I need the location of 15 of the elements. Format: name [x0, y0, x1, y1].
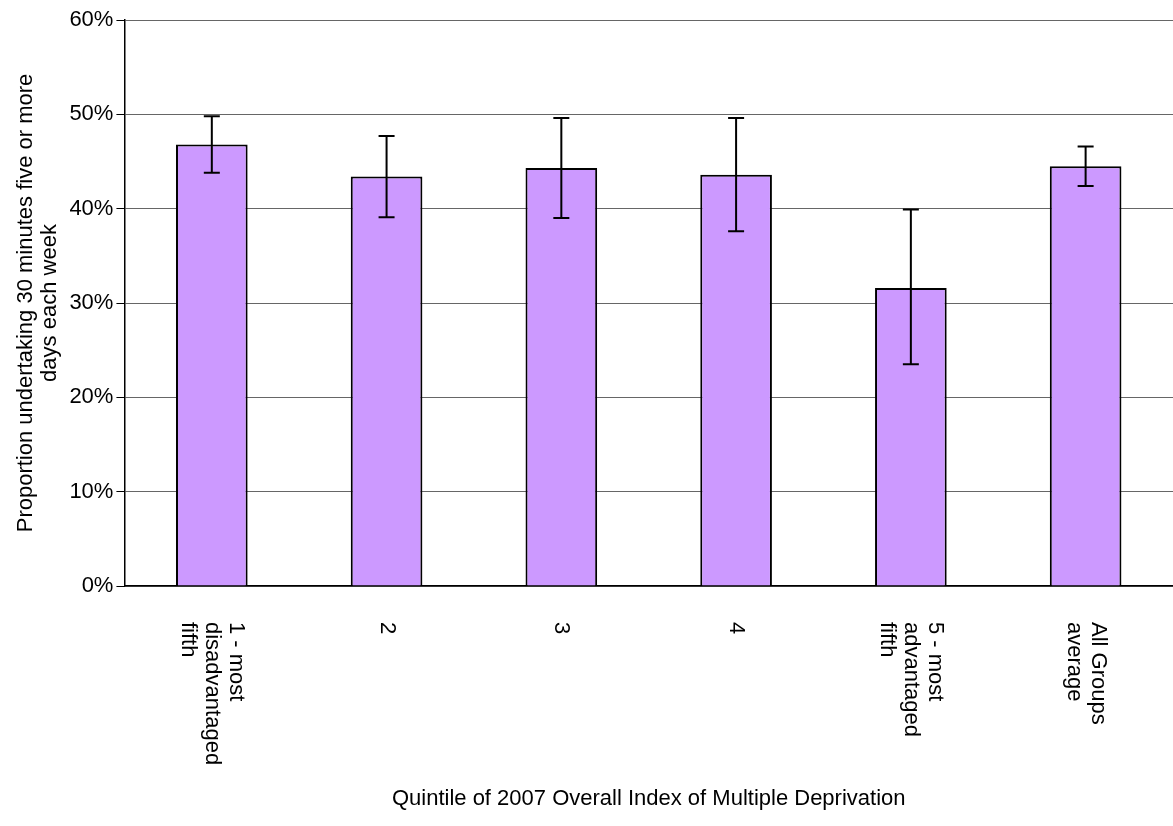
x-tick-label: 3 [550, 622, 576, 635]
x-axis-title: Quintile of 2007 Overall Index of Multiple Deprivation [391, 784, 906, 810]
y-axis-title: Proportion undertaking 30 minutes five or more days each week [12, 73, 62, 533]
x-tick-label: 1 - most disadvantaged fifth [176, 622, 250, 766]
y-tick-label: 60% [69, 6, 114, 32]
y-tick-label: 30% [69, 289, 114, 315]
y-tick-label: 50% [69, 100, 114, 126]
y-tick-label: 40% [69, 194, 114, 220]
x-tick-label: 4 [725, 622, 751, 635]
x-tick-label: All Groups average [1062, 622, 1112, 725]
y-tick-label: 0% [81, 572, 114, 598]
x-tick-label: 2 [375, 622, 401, 635]
x-tick-label: 5 - most advantaged fifth [875, 622, 949, 737]
y-tick-label: 10% [69, 477, 114, 503]
y-tick-label: 20% [69, 383, 114, 409]
